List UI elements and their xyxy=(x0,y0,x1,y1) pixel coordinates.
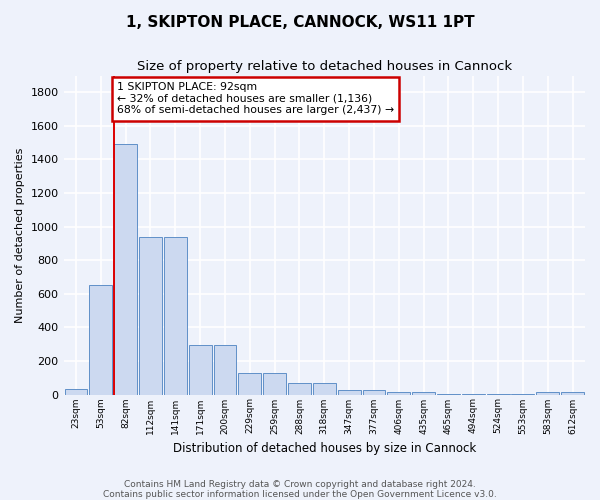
Bar xyxy=(139,236,162,394)
Bar xyxy=(89,286,112,395)
Title: Size of property relative to detached houses in Cannock: Size of property relative to detached ho… xyxy=(137,60,512,73)
Bar xyxy=(238,372,261,394)
Bar xyxy=(263,372,286,394)
Bar xyxy=(362,390,385,394)
Bar xyxy=(214,345,236,395)
Bar xyxy=(288,383,311,394)
Bar xyxy=(313,383,335,394)
Bar xyxy=(65,388,88,394)
Bar xyxy=(164,236,187,394)
Bar xyxy=(188,345,212,395)
Bar xyxy=(561,392,584,394)
Text: 1 SKIPTON PLACE: 92sqm
← 32% of detached houses are smaller (1,136)
68% of semi-: 1 SKIPTON PLACE: 92sqm ← 32% of detached… xyxy=(117,82,394,116)
Bar xyxy=(388,392,410,394)
Bar xyxy=(536,392,559,394)
Bar xyxy=(114,144,137,394)
Y-axis label: Number of detached properties: Number of detached properties xyxy=(15,148,25,322)
X-axis label: Distribution of detached houses by size in Cannock: Distribution of detached houses by size … xyxy=(173,442,476,455)
Text: 1, SKIPTON PLACE, CANNOCK, WS11 1PT: 1, SKIPTON PLACE, CANNOCK, WS11 1PT xyxy=(125,15,475,30)
Bar xyxy=(338,390,361,394)
Bar xyxy=(412,392,435,394)
Text: Contains public sector information licensed under the Open Government Licence v3: Contains public sector information licen… xyxy=(103,490,497,499)
Text: Contains HM Land Registry data © Crown copyright and database right 2024.: Contains HM Land Registry data © Crown c… xyxy=(124,480,476,489)
